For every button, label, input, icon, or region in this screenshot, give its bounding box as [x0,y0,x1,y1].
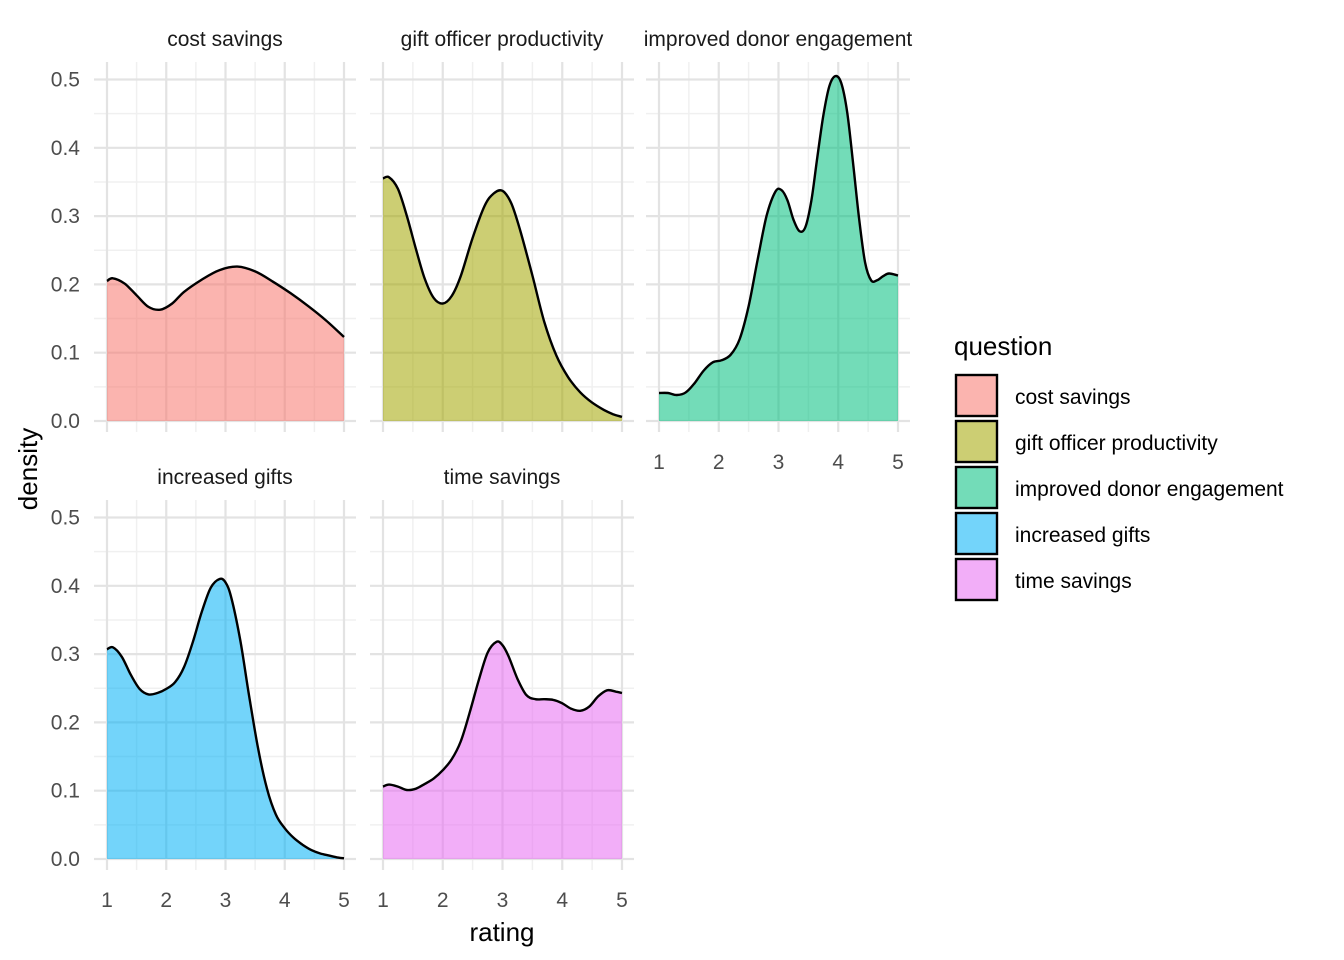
legend-item-gift-officer-productivity: gift officer productivity [954,419,1218,464]
strip-label-cost-savings: cost savings [167,28,283,51]
density-line-time-savings [382,640,623,792]
legend-item-time-savings: time savings [954,557,1132,602]
y-tick-label: 0.0 [51,848,80,871]
facet-panels: cost savings gift officer productivity imp… [94,28,912,870]
legend-label-improved-donor-engagement: improved donor engagement [1015,478,1284,501]
strip-label-increased-gifts: increased gifts [157,466,292,489]
y-tick-label: 0.5 [51,507,80,530]
y-tick-label: 0.4 [51,575,81,598]
strip-label-improved-donor-engagement: improved donor engagement [644,28,913,51]
legend-label-increased-gifts: increased gifts [1015,524,1150,547]
density-line-improved-donor-engagement [658,74,899,397]
y-tick-label: 0.0 [51,410,80,433]
x-tick-label: 1 [101,889,113,912]
x-tick-label: 2 [437,889,449,912]
y-tick-label: 0.1 [51,780,80,803]
x-tick-label: 3 [497,889,509,912]
y-axis-title: density [13,428,43,510]
facet-panel-cost-savings: cost savings [94,28,356,432]
x-tick-label: 5 [338,889,350,912]
facet-panel-time-savings: time savings [370,466,634,870]
legend-items: cost savings gift officer productivity imp… [954,373,1284,602]
legend-item-increased-gifts: increased gifts [954,511,1150,556]
x-tick-label: 5 [892,451,904,474]
strip-label-gift-officer-productivity: gift officer productivity [401,28,604,51]
density-area-increased-gifts [107,578,344,859]
shared-axes: 0.0 0.1 0.2 0.3 0.4 0.5 1 2 3 4 5 0.0 0.1 0.2 0.3 0.4 0.… [51,69,904,913]
density-area-cost-savings [107,266,344,421]
x-tick-label: 5 [616,889,628,912]
density-area-improved-donor-engagement [659,75,898,422]
x-tick-label: 4 [279,889,291,912]
x-tick-label: 4 [556,889,568,912]
legend-label-gift-officer-productivity: gift officer productivity [1015,432,1218,455]
facet-panel-increased-gifts: increased gifts [94,466,356,870]
x-tick-label: 3 [773,451,785,474]
x-tick-label: 2 [713,451,725,474]
density-area-time-savings [383,641,622,859]
legend-label-time-savings: time savings [1015,570,1132,593]
x-axis-title: rating [469,917,534,947]
legend-label-cost-savings: cost savings [1015,386,1131,409]
strip-label-time-savings: time savings [444,466,561,489]
y-tick-label: 0.2 [51,711,80,734]
legend-swatch-cost-savings [954,373,999,418]
y-tick-label: 0.4 [51,137,81,160]
x-tick-label: 2 [160,889,172,912]
legend-swatch-time-savings [954,557,999,602]
legend-item-cost-savings: cost savings [954,373,1131,418]
y-tick-label: 0.3 [51,205,80,228]
x-tick-label: 1 [377,889,389,912]
y-tick-label: 0.2 [51,273,80,296]
y-tick-label: 0.5 [51,69,80,92]
density-area-gift-officer-productivity [383,176,622,421]
legend-title: question [954,331,1052,361]
y-tick-label: 0.3 [51,643,80,666]
legend-swatch-gift-officer-productivity [954,419,999,464]
density-line-increased-gifts [106,577,345,860]
legend-swatch-improved-donor-engagement [954,465,999,510]
x-tick-label: 4 [832,451,844,474]
legend-item-improved-donor-engagement: improved donor engagement [954,465,1284,510]
legend: question cost savings gift officer produc… [954,331,1284,602]
legend-swatch-increased-gifts [954,511,999,556]
density-line-cost-savings [106,265,345,338]
facet-panel-improved-donor-engagement: improved donor engagement [644,28,913,432]
y-tick-label: 0.1 [51,342,80,365]
x-tick-label: 3 [220,889,232,912]
x-tick-label: 1 [653,451,665,474]
density-line-gift-officer-productivity [382,175,623,419]
facet-panel-gift-officer-productivity: gift officer productivity [370,28,634,432]
